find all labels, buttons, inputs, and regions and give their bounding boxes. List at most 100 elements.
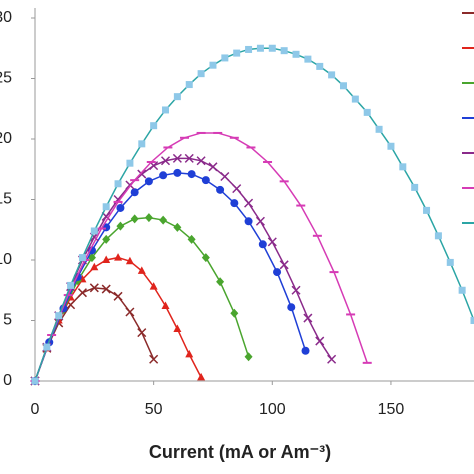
marker [116, 221, 125, 231]
marker [363, 108, 371, 116]
marker [126, 159, 134, 167]
marker [256, 44, 264, 52]
marker [150, 122, 158, 130]
marker [201, 253, 210, 263]
x-tick-label: 0 [31, 401, 40, 418]
marker [173, 93, 181, 101]
marker [125, 256, 134, 265]
marker [216, 277, 225, 287]
marker [423, 206, 431, 214]
marker [301, 346, 310, 355]
marker [221, 54, 229, 62]
marker [138, 140, 146, 148]
marker [287, 303, 296, 312]
marker [77, 288, 87, 298]
y-tick-label: 20 [0, 130, 12, 147]
marker [144, 213, 153, 223]
marker [130, 188, 139, 197]
marker [125, 307, 135, 317]
marker [387, 142, 395, 150]
x-axis-label: Current (mA or Am⁻³) [149, 442, 331, 462]
marker [137, 328, 147, 338]
marker [292, 50, 300, 58]
marker [196, 156, 206, 166]
marker [149, 282, 158, 290]
marker [116, 203, 125, 212]
marker [173, 168, 182, 177]
marker [113, 291, 123, 301]
x-tick-label: 100 [259, 401, 286, 418]
marker [216, 185, 225, 194]
marker [208, 162, 218, 172]
marker [244, 217, 253, 226]
y-tick-label: 25 [0, 70, 12, 87]
marker [114, 180, 122, 188]
marker [327, 354, 337, 364]
marker [411, 183, 419, 191]
marker [375, 125, 383, 133]
y-tick-label: 30 [0, 9, 12, 26]
marker [458, 286, 466, 294]
marker [220, 171, 230, 182]
marker [184, 153, 194, 163]
x-tick-label: 150 [378, 401, 405, 418]
marker [201, 176, 210, 185]
marker [230, 199, 239, 208]
y-tick-label: 0 [3, 372, 12, 389]
marker [339, 82, 347, 90]
marker [161, 301, 170, 309]
marker [114, 253, 123, 261]
marker [89, 283, 99, 293]
marker [67, 281, 75, 289]
marker [255, 216, 265, 226]
marker [434, 232, 442, 240]
marker [230, 308, 239, 318]
marker [209, 61, 217, 69]
marker [159, 171, 168, 180]
marker [303, 313, 313, 323]
marker [185, 81, 193, 89]
marker [470, 317, 474, 324]
marker [244, 198, 254, 208]
y-tick-label: 15 [0, 191, 12, 208]
marker [232, 184, 242, 194]
marker [162, 106, 170, 114]
marker [291, 285, 301, 295]
marker [102, 203, 110, 211]
marker [78, 254, 86, 262]
marker [172, 153, 182, 163]
marker [316, 62, 324, 70]
x-tick-label: 50 [145, 401, 163, 418]
marker [130, 214, 139, 224]
marker [280, 47, 288, 55]
marker [137, 169, 147, 179]
y-tick-label: 10 [0, 251, 12, 268]
marker [233, 49, 241, 57]
marker [55, 312, 63, 320]
series-line [34, 172, 307, 382]
marker [173, 324, 182, 332]
marker [101, 284, 111, 294]
marker [328, 71, 336, 79]
marker [43, 343, 51, 351]
marker [244, 352, 253, 362]
marker [185, 349, 194, 358]
marker [87, 246, 96, 255]
marker [187, 234, 196, 244]
marker [149, 354, 159, 364]
marker [102, 255, 111, 263]
marker [267, 237, 277, 247]
marker [273, 268, 282, 277]
marker [197, 372, 206, 381]
marker [90, 262, 99, 271]
marker [90, 227, 98, 235]
marker [304, 55, 312, 63]
marker [315, 336, 325, 346]
marker [197, 70, 205, 78]
marker [399, 163, 407, 171]
y-tick-label: 5 [3, 312, 12, 329]
marker [245, 45, 253, 53]
marker [279, 260, 289, 270]
marker [351, 95, 359, 103]
